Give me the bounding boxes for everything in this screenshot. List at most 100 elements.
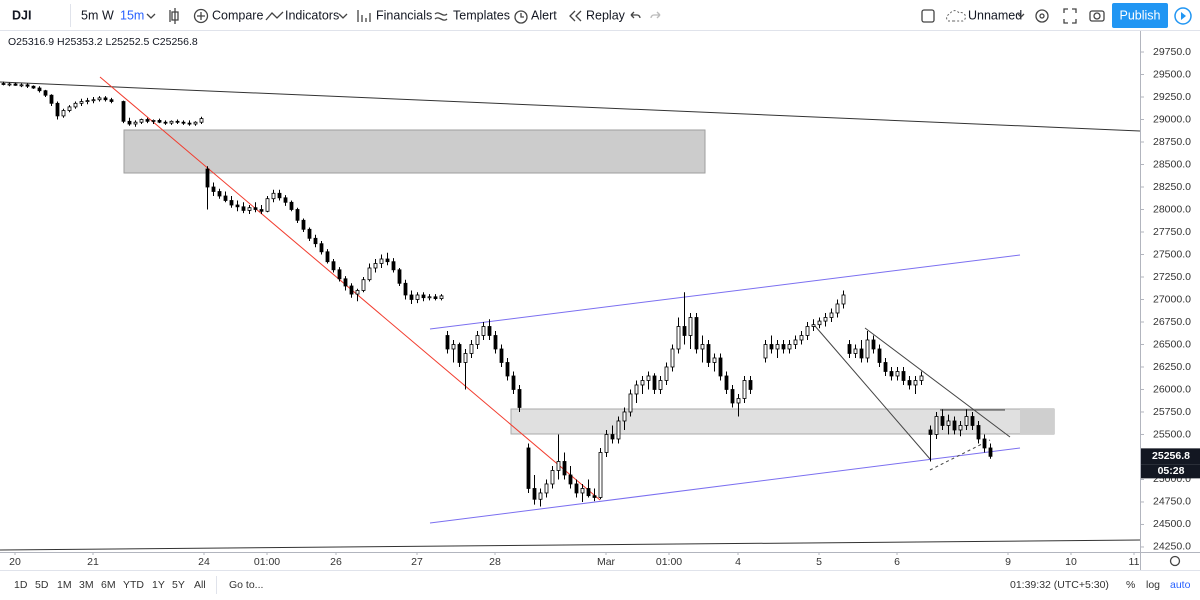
candle-body [853,348,858,354]
alert-icon [520,13,524,18]
candle-body [793,339,798,345]
candle-body [199,118,204,123]
trend-line[interactable] [864,327,1011,438]
screenshot-icon[interactable] [1089,10,1105,22]
candle-body [895,371,900,377]
dropdown-arrow[interactable] [1017,13,1025,18]
zone-rectangle[interactable] [123,129,706,174]
y-tick-label: 29000.0 [1153,113,1191,125]
candle-body [343,278,348,287]
candle-body [367,267,372,281]
candle-body [217,191,222,197]
candle-body [265,198,270,212]
indicators-button[interactable]: Indicators [285,8,339,22]
candle-body [37,87,42,92]
fullscreen-icon[interactable] [1063,8,1077,24]
compare-button[interactable]: Compare [212,8,263,22]
candle-body [19,84,24,87]
y-tick-label: 29750.0 [1153,46,1191,58]
trend-line[interactable] [0,539,1140,551]
alert-icon[interactable] [514,10,528,24]
candle-body [829,312,834,318]
candle-body [145,119,150,122]
templates-button[interactable]: Templates [453,8,510,22]
x-tick-label: 20 [9,556,21,568]
range-button[interactable]: YTD [123,579,144,591]
axis-settings-icon[interactable] [1169,555,1181,567]
candle-body [988,447,993,457]
publish-button[interactable] [1112,3,1168,28]
candle-body [175,120,180,123]
candle-body [928,429,933,435]
dropdown-arrow[interactable] [338,13,348,19]
candle-body [271,192,276,200]
candle-body [295,209,300,221]
financials-button[interactable]: Financials [376,8,432,22]
play-button[interactable] [1174,7,1192,25]
range-button[interactable]: 5Y [172,579,185,591]
y-tick-label: 28500.0 [1153,158,1191,170]
x-tick-label: Mar [597,556,616,568]
range-button[interactable]: All [194,579,206,591]
settings-icon[interactable] [1035,9,1049,23]
x-tick-label: 4 [735,556,741,568]
chart-type-icon[interactable] [169,8,179,24]
layout-name[interactable]: Unnamed [968,8,1022,22]
replay-button[interactable]: Replay [586,8,626,22]
dropdown-arrow[interactable] [146,13,156,19]
range-button[interactable]: 5D [35,579,49,591]
candle-body [97,97,102,101]
x-tick-label: 21 [87,556,99,568]
candle-body [43,90,48,96]
candle-body [61,110,66,117]
candle-body [157,120,162,123]
channel-line[interactable] [429,447,1021,524]
candle-body [391,261,396,271]
interval[interactable]: W [102,8,114,22]
y-tick-label: 28250.0 [1153,181,1191,193]
indicators-icon[interactable] [265,11,284,21]
range-button[interactable]: 1Y [152,579,165,591]
range-button[interactable]: 1M [57,579,72,591]
x-tick-label: 01:00 [254,556,280,568]
candle-body [409,294,414,300]
trend-line[interactable] [814,325,931,460]
countdown-label: 05:28 [1158,465,1185,477]
scale-option[interactable]: % [1126,579,1135,591]
candle-body [889,371,894,377]
goto-button[interactable]: Go to... [229,579,263,591]
candle-body [445,335,450,350]
templates-icon[interactable] [434,12,448,21]
replay-icon[interactable] [569,10,582,22]
candle-body [211,186,216,192]
symbol[interactable]: DJI [12,8,31,22]
alert-button[interactable]: Alert [531,8,557,22]
clock[interactable]: 01:39:32 (UTC+5:30) [1010,579,1109,591]
channel-line[interactable] [429,254,1021,330]
layout-icon[interactable] [921,9,935,23]
trend-line[interactable] [929,439,991,471]
scale-option[interactable]: auto [1170,579,1191,591]
candle-body [730,389,735,404]
scale-option[interactable]: log [1146,579,1160,591]
compare-icon[interactable] [193,8,209,24]
ohlc-legend: O25316.9 H25353.2 L25252.5 C25256.8 [8,36,198,48]
candle-body [301,219,306,230]
candle-body [532,488,537,500]
candle-body [253,207,258,210]
candle-body [817,320,822,326]
publish-label[interactable]: Publish [1120,8,1161,22]
redo-icon[interactable] [650,11,661,19]
candle-body [247,207,252,211]
trend-line[interactable] [0,81,1140,132]
range-button[interactable]: 1D [14,579,28,591]
candle-body [403,282,408,296]
zone-rectangle[interactable] [510,408,1055,435]
undo-icon[interactable] [630,11,641,19]
financials-icon[interactable] [357,10,371,22]
interval[interactable]: 15m [120,8,144,22]
range-button[interactable]: 3M [79,579,94,591]
range-button[interactable]: 6M [101,579,116,591]
interval[interactable]: 5m [81,8,98,22]
